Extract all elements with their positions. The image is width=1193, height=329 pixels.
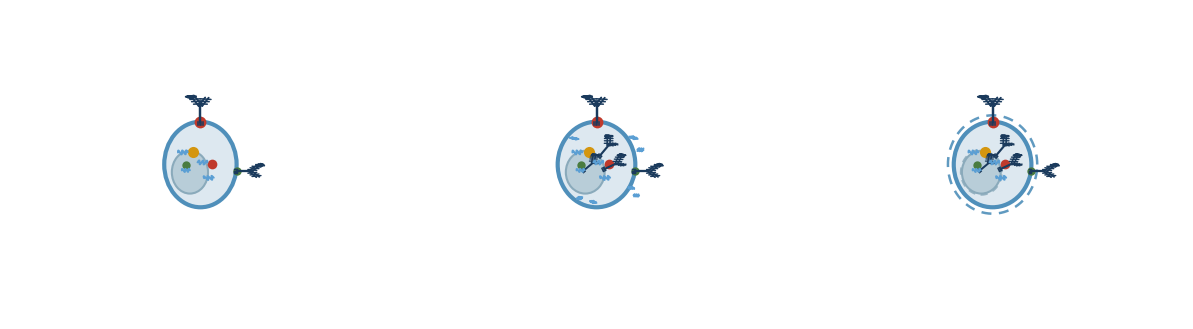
Ellipse shape xyxy=(962,151,1001,193)
Ellipse shape xyxy=(165,122,236,207)
Ellipse shape xyxy=(953,122,1032,207)
Ellipse shape xyxy=(557,122,636,207)
Ellipse shape xyxy=(172,151,208,193)
Ellipse shape xyxy=(565,151,605,193)
